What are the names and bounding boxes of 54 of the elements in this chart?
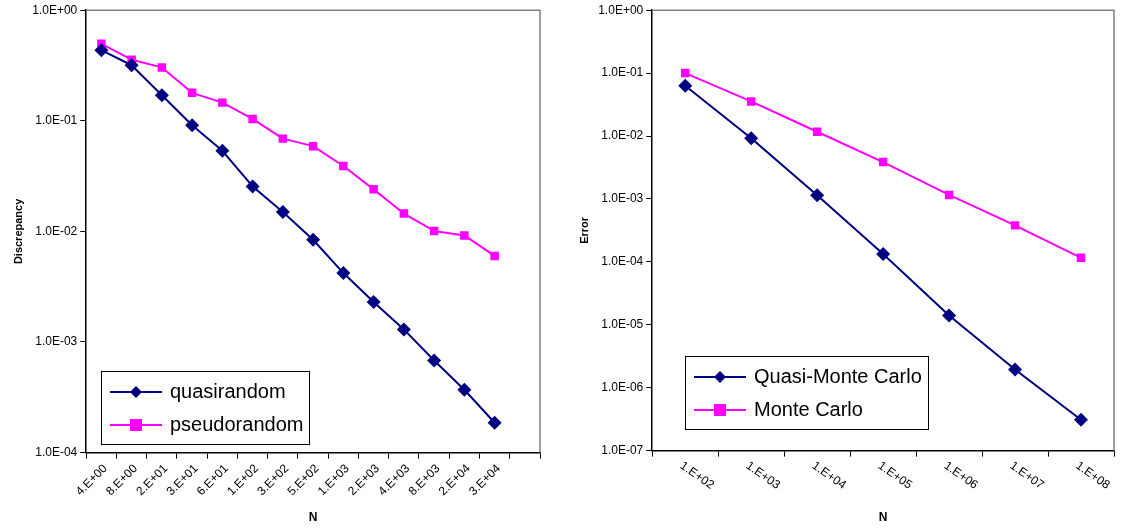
- point: [275, 204, 290, 219]
- point: [746, 97, 756, 106]
- y-tick-label: 1.0E-01: [601, 65, 644, 80]
- point: [278, 134, 288, 143]
- point: [369, 185, 378, 194]
- y-axis-title: Error: [577, 216, 590, 244]
- legend-label: Monte Carlo: [754, 398, 863, 421]
- point: [460, 231, 469, 240]
- point: [218, 98, 227, 107]
- y-tick-label: 1.0E-04: [35, 444, 78, 459]
- point: [1074, 412, 1089, 427]
- point: [744, 131, 759, 146]
- point: [810, 188, 825, 203]
- point: [1008, 362, 1023, 377]
- y-tick-label: 1.0E-04: [601, 254, 644, 269]
- point: [942, 308, 957, 323]
- point: [427, 353, 442, 368]
- y-tick-label: 1.0E-05: [601, 317, 644, 332]
- point: [94, 43, 109, 58]
- point: [490, 251, 499, 261]
- y-tick-label: 1.0E-07: [601, 442, 644, 457]
- y-tick-label: 1.0E-02: [601, 128, 644, 143]
- point: [339, 161, 348, 171]
- point: [1010, 221, 1020, 230]
- y-axis-title: Discrepancy: [11, 197, 24, 265]
- point: [157, 63, 167, 72]
- point: [336, 266, 351, 281]
- y-tick-label: 1.0E-06: [601, 380, 644, 394]
- point: [396, 322, 411, 337]
- legend-label: pseudorandom: [170, 413, 304, 436]
- y-tick-label: 1.0E+00: [598, 2, 644, 17]
- point: [306, 232, 321, 247]
- point: [487, 415, 502, 430]
- point: [366, 294, 381, 309]
- point: [124, 58, 139, 73]
- y-tick-label: 1.0E-03: [601, 191, 644, 206]
- point: [154, 88, 169, 103]
- legend-label: Quasi-Monte Carlo: [754, 365, 922, 388]
- point: [876, 247, 891, 262]
- x-axis-title: N: [308, 510, 318, 525]
- y-tick-label: 1.0E-01: [35, 113, 78, 128]
- y-tick-label: 1.0E-02: [35, 223, 78, 238]
- point: [215, 143, 230, 158]
- point: [812, 127, 822, 136]
- legend-label: quasirandom: [170, 380, 286, 403]
- y-tick-label: 1.0E+00: [32, 2, 78, 17]
- point: [248, 114, 257, 124]
- y-tick-label: 1.0E-03: [35, 334, 78, 349]
- point: [245, 179, 260, 194]
- x-axis-title: N: [878, 510, 888, 525]
- point: [678, 78, 693, 93]
- point: [185, 118, 200, 133]
- point: [457, 382, 472, 397]
- point: [399, 209, 409, 218]
